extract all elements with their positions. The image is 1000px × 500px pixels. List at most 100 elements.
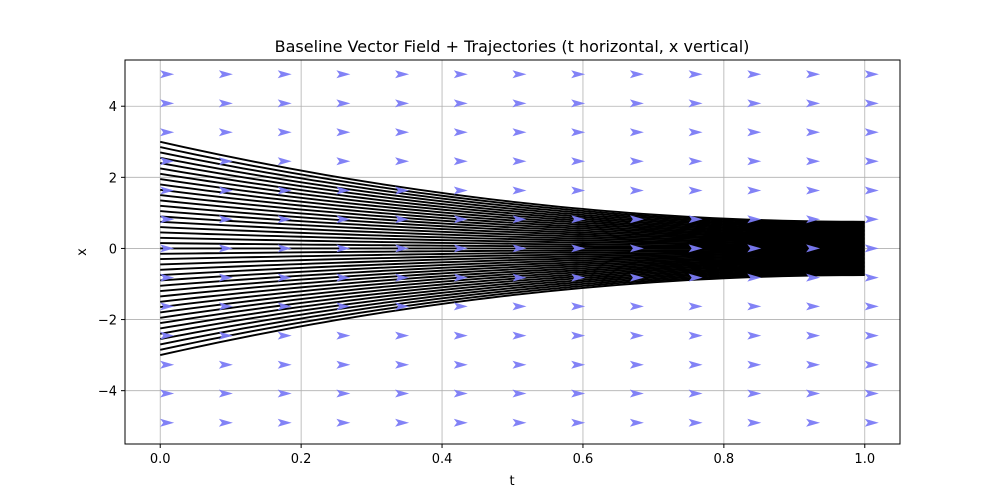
trajectory-line <box>160 162 865 229</box>
x-tick-label: 0.2 <box>291 452 312 467</box>
vector-arrow <box>864 186 879 195</box>
vector-arrow <box>747 70 762 79</box>
trajectory-line <box>160 267 865 330</box>
trajectory-line <box>160 259 865 298</box>
vector-arrow <box>512 99 527 108</box>
vector-arrow <box>512 331 527 340</box>
vector-arrow <box>512 273 527 282</box>
vector-arrow <box>629 331 644 340</box>
vector-arrow <box>218 302 233 311</box>
vector-arrow <box>571 186 586 195</box>
vector-arrow <box>218 331 233 340</box>
vector-arrow <box>218 70 233 79</box>
trajectory-line <box>160 199 865 238</box>
vector-arrow <box>806 215 821 224</box>
trajectory-line <box>160 194 865 237</box>
y-tick-label: 0 <box>109 242 117 257</box>
vector-arrow <box>395 99 410 108</box>
vector-arrow <box>747 418 762 427</box>
trajectory-line <box>160 220 865 243</box>
vector-arrow <box>395 389 410 398</box>
vector-arrow <box>571 128 586 137</box>
vector-arrow <box>218 186 233 195</box>
vector-arrow <box>512 244 527 253</box>
vector-arrow <box>806 186 821 195</box>
vector-arrow <box>806 418 821 427</box>
vector-arrow <box>629 70 644 79</box>
vector-arrow <box>277 70 292 79</box>
vector-arrow <box>747 157 762 166</box>
vector-arrow <box>864 128 879 137</box>
y-tick-label: −4 <box>98 385 117 400</box>
trajectory-line <box>160 271 865 346</box>
vector-arrow <box>336 389 351 398</box>
vector-arrow <box>453 360 468 369</box>
vector-arrow <box>571 99 586 108</box>
vector-arrow <box>512 360 527 369</box>
trajectory-line <box>160 236 865 247</box>
vector-arrow <box>453 389 468 398</box>
trajectory-line <box>160 210 865 241</box>
y-tick-label: 4 <box>109 100 117 115</box>
vector-arrow <box>453 331 468 340</box>
vector-arrow <box>395 70 410 79</box>
vector-arrow <box>629 418 644 427</box>
vector-arrow <box>688 215 703 224</box>
vector-arrow <box>160 273 175 282</box>
vector-arrow <box>747 331 762 340</box>
vector-arrow <box>336 360 351 369</box>
vector-arrow <box>160 302 175 311</box>
vector-arrow <box>277 302 292 311</box>
trajectory-line <box>160 151 865 226</box>
vector-arrow <box>277 331 292 340</box>
vector-arrow <box>571 244 586 253</box>
y-tick-label: 2 <box>109 171 117 186</box>
vector-arrow <box>336 331 351 340</box>
vector-arrow <box>395 302 410 311</box>
trajectory-line <box>160 226 865 245</box>
vector-arrow <box>395 157 410 166</box>
vector-arrow <box>571 360 586 369</box>
vector-arrow <box>806 389 821 398</box>
trajectory-line <box>160 252 865 271</box>
trajectory-line <box>160 188 865 235</box>
vector-arrow <box>512 389 527 398</box>
vector-arrow <box>336 157 351 166</box>
trajectory-line <box>160 167 865 230</box>
trajectory-line <box>160 255 865 282</box>
axes-layer <box>124 59 901 445</box>
vector-arrow <box>629 360 644 369</box>
vector-arrow <box>160 360 175 369</box>
trajectory-line <box>160 260 865 303</box>
vector-arrow <box>864 99 879 108</box>
vector-arrow <box>160 70 175 79</box>
vector-arrow <box>806 360 821 369</box>
vector-arrow <box>160 99 175 108</box>
vector-arrow <box>806 70 821 79</box>
vector-arrow <box>277 99 292 108</box>
trajectory-line <box>160 268 865 335</box>
vector-arrow <box>453 215 468 224</box>
trajectory-line <box>160 258 865 293</box>
vector-arrow <box>571 70 586 79</box>
vector-arrow <box>864 70 879 79</box>
trajectory-line <box>160 215 865 242</box>
vector-arrow <box>688 128 703 137</box>
vector-arrow <box>336 70 351 79</box>
vector-arrow <box>864 215 879 224</box>
vector-arrow <box>395 273 410 282</box>
x-tick-label: 0.6 <box>573 452 594 467</box>
vector-arrow <box>395 331 410 340</box>
trajectory-line <box>160 248 865 255</box>
vector-arrow <box>453 186 468 195</box>
vector-arrow <box>512 418 527 427</box>
trajectory-line <box>160 254 865 277</box>
vector-arrow <box>218 128 233 137</box>
vector-arrow <box>277 418 292 427</box>
vector-arrow <box>864 360 879 369</box>
ticks-layer: 0.0 0.2 0.4 0.6 0.8 1.0 −4 −2 0 2 4 <box>98 100 875 467</box>
vector-arrow <box>806 331 821 340</box>
vector-arrow <box>160 128 175 137</box>
vector-arrow <box>512 186 527 195</box>
vector-arrow <box>629 215 644 224</box>
